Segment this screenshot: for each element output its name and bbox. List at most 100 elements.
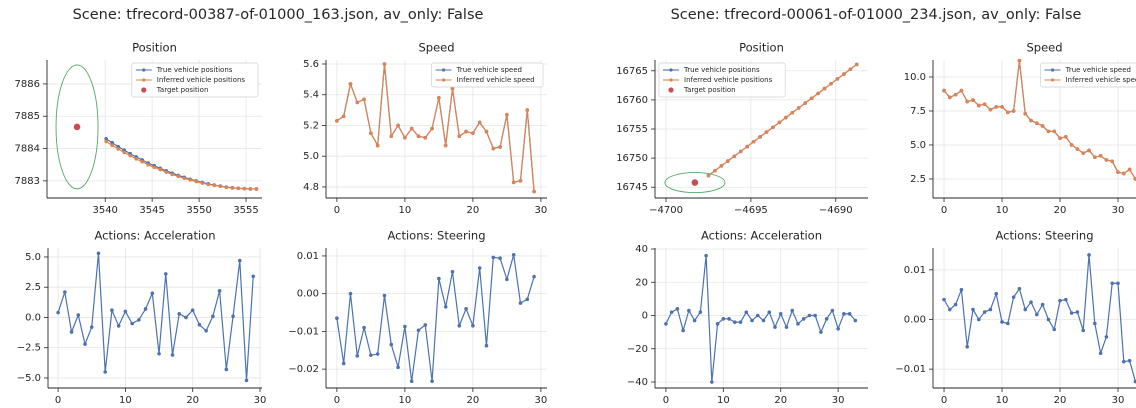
y-tick-label: 16755 [616, 124, 648, 135]
y-tick-label: −0.01 [288, 326, 319, 337]
subplot-title: Speed [418, 41, 454, 55]
x-tick-label: 30 [1112, 395, 1125, 406]
y-tick-label: 5.0 [910, 140, 926, 151]
series-point [965, 99, 970, 104]
series-point [719, 164, 724, 168]
series-point [464, 129, 468, 134]
series-point [224, 185, 229, 190]
series-point [977, 317, 981, 322]
series-point [176, 174, 181, 179]
legend-label: Inferred vehicle speed [1066, 76, 1136, 84]
x-tick-label: 3545 [139, 205, 164, 216]
series-line [57, 253, 254, 381]
series-point [1122, 359, 1126, 364]
series-point [1035, 312, 1039, 317]
series-point [738, 320, 743, 324]
series-point [778, 312, 783, 316]
legend-label: True vehicle speed [1065, 66, 1131, 74]
series-point [1075, 147, 1080, 151]
series-point [1110, 281, 1115, 286]
series-line [665, 255, 856, 383]
x-tick-label: 30 [1112, 205, 1125, 216]
x-tick-label: 20 [1054, 205, 1067, 216]
series-point [704, 253, 708, 258]
legend-box [658, 62, 786, 98]
x-tick-label: 20 [1054, 395, 1067, 406]
series-point [1133, 379, 1136, 384]
series-point [738, 149, 743, 154]
series-point [242, 186, 247, 191]
series-point [710, 380, 714, 384]
series-point [755, 313, 760, 318]
series-point [715, 322, 720, 326]
y-tick-label: −40 [627, 377, 648, 388]
series-point [816, 91, 820, 96]
series-point [982, 102, 987, 106]
series-point [83, 342, 87, 346]
series-point [1052, 129, 1057, 134]
series-point [211, 314, 215, 319]
series-point [69, 330, 74, 334]
series-point [751, 139, 756, 144]
series-point [1093, 155, 1097, 160]
series-point [1040, 302, 1045, 307]
series-point [1127, 358, 1132, 363]
series-point [692, 318, 697, 323]
series-point [721, 317, 726, 321]
series-point [477, 266, 482, 270]
series-point [355, 100, 360, 105]
series-point [389, 342, 394, 347]
series-point [430, 126, 434, 131]
y-tick-label: 5.2 [303, 120, 319, 131]
series-point [790, 308, 795, 313]
series-point [971, 98, 975, 102]
series-point [784, 325, 789, 329]
y-tick-label: −0.01 [895, 364, 926, 375]
series-point [1011, 109, 1016, 113]
series-point [382, 62, 387, 66]
series-point [1110, 159, 1115, 164]
series-point [416, 134, 421, 139]
series-point [750, 318, 754, 323]
series-line [336, 254, 535, 382]
series-point [732, 154, 737, 159]
series-point [1023, 111, 1028, 116]
series-point [733, 320, 737, 324]
series-point [134, 157, 138, 161]
series-point [457, 134, 462, 139]
series-point [1069, 143, 1074, 147]
x-tick-label: 3550 [186, 205, 211, 216]
series-point [197, 322, 202, 327]
series-point [687, 308, 691, 313]
series-point [130, 321, 134, 326]
series-point [1046, 129, 1051, 134]
legend-marker [442, 68, 446, 72]
y-tick-label: −0.02 [288, 364, 319, 375]
x-tick-label: 20 [186, 395, 199, 406]
x-tick-label: 20 [467, 395, 480, 406]
x-tick-label: 0 [941, 205, 947, 216]
series-point [796, 106, 801, 110]
series-point [1029, 118, 1033, 123]
series-point [491, 255, 496, 260]
series-point [948, 307, 952, 312]
x-tick-label: 30 [254, 395, 267, 406]
x-tick-label: 10 [996, 205, 1009, 216]
series-point [681, 328, 685, 333]
legend-marker [1051, 68, 1055, 72]
x-tick-label: 10 [399, 205, 412, 216]
target-point [691, 179, 699, 186]
series-point [1098, 154, 1103, 158]
series-point [854, 62, 859, 67]
series-point [819, 330, 823, 334]
target-region [664, 172, 726, 194]
y-tick-label: 20 [635, 277, 648, 288]
scene-title: Scene: tfrecord-00387-of-01000_163.json,… [73, 7, 484, 23]
series-point [188, 178, 193, 182]
series-point [664, 322, 668, 326]
series-point [1000, 105, 1004, 109]
series-point [104, 137, 108, 141]
series-point [348, 82, 353, 86]
series-point [116, 147, 120, 151]
series-point [110, 140, 114, 145]
